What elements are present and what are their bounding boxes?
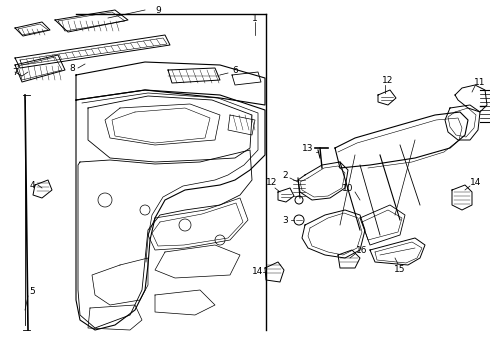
Text: 8: 8 — [69, 63, 75, 72]
Text: 3: 3 — [282, 216, 288, 225]
Text: 13: 13 — [302, 144, 314, 153]
Text: 14: 14 — [252, 267, 264, 276]
Polygon shape — [76, 62, 265, 105]
Text: 9: 9 — [155, 5, 161, 14]
Text: 4: 4 — [29, 180, 35, 189]
Polygon shape — [76, 90, 265, 330]
Text: 16: 16 — [356, 246, 368, 255]
Text: 6: 6 — [232, 66, 238, 75]
Text: 14: 14 — [470, 177, 482, 186]
Text: 11: 11 — [474, 77, 486, 86]
Polygon shape — [335, 112, 468, 168]
Text: 7: 7 — [12, 68, 18, 77]
Text: 1: 1 — [252, 14, 258, 23]
Text: 5: 5 — [29, 288, 35, 297]
Text: 2: 2 — [282, 171, 288, 180]
Text: 12: 12 — [382, 76, 393, 85]
Text: 12: 12 — [266, 177, 278, 186]
Text: 10: 10 — [342, 184, 354, 193]
Text: 15: 15 — [394, 266, 406, 274]
